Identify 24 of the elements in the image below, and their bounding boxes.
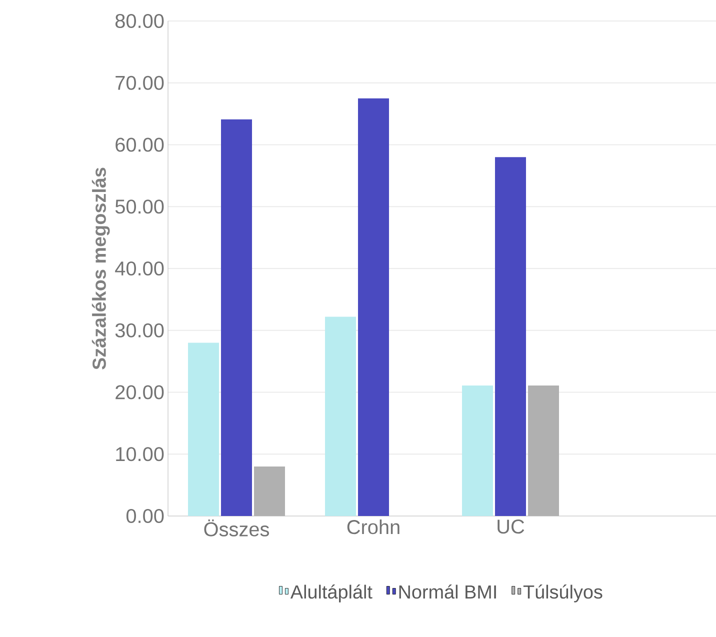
bar	[528, 385, 559, 516]
y-axis-title: Százalékos megoszlás	[92, 168, 110, 370]
bar	[221, 119, 252, 516]
legend-label: Alultáplált	[290, 584, 372, 602]
legend-label: Túlsúlyos	[523, 584, 602, 602]
y-tick-label: 0.00	[126, 508, 164, 524]
y-tick-label: 40.00	[115, 261, 164, 276]
bar	[495, 157, 526, 516]
y-tick-label: 60.00	[116, 138, 164, 152]
y-tick-label: 70.00	[116, 76, 164, 90]
x-tick-label: UC	[498, 520, 524, 534]
bar	[462, 385, 494, 516]
x-tick-label: Crohn	[347, 520, 400, 534]
y-tick-label: 10.00	[116, 447, 164, 462]
y-tick-label: 20.00	[116, 385, 164, 400]
y-tick-label: 80.00	[115, 14, 164, 28]
x-tick-label: Összes	[204, 520, 269, 536]
y-tick-label: 30.00	[115, 323, 164, 338]
legend-label: Normál BMI	[399, 584, 496, 599]
bar	[325, 316, 356, 516]
y-tick-label: 50.00	[115, 200, 164, 214]
bar	[358, 98, 390, 516]
bar	[188, 342, 220, 516]
bar	[254, 466, 285, 516]
